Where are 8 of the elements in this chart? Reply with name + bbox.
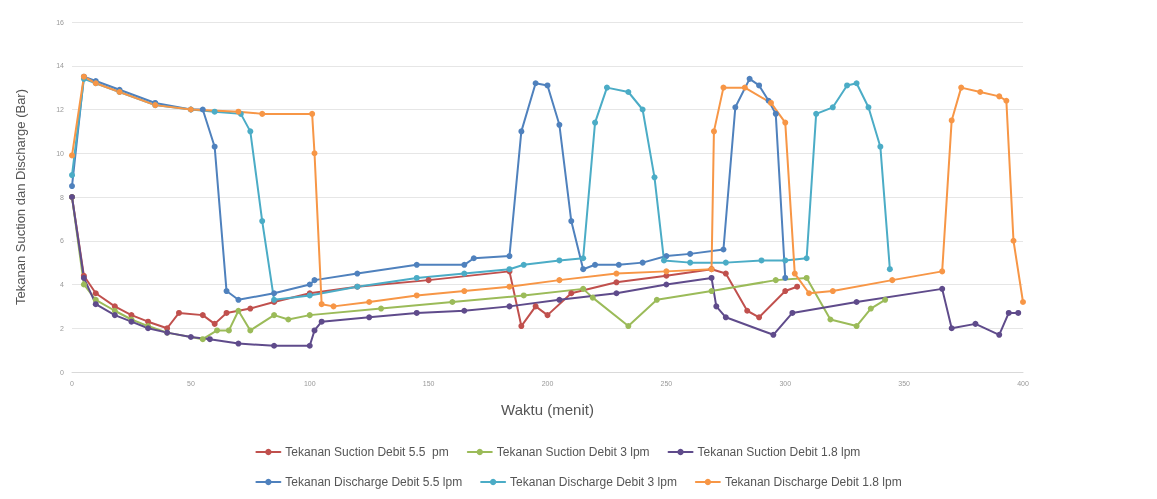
legend-label: Tekanan Discharge Debit 1.8 lpm (724, 475, 902, 489)
legend-label: Tekanan Discharge Debit 5.5 lpm (285, 475, 463, 489)
legend-label: Tekanan Discharge Debit 3 lpm (510, 475, 677, 489)
y-axis-title: Tekanan Suction dan Discharge (Bar) (13, 88, 28, 306)
legend-label: Tekanan Suction Debit 5.5 pm (285, 445, 449, 459)
legend-label: Tekanan Suction Debit 1.8 lpm (697, 445, 861, 459)
legend-label: Tekanan Suction Debit 3 lpm (496, 445, 650, 459)
x-axis-title: Waktu (menit) (501, 401, 594, 418)
